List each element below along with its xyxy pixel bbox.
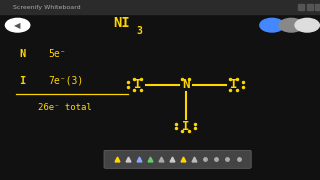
Text: N: N [182, 78, 189, 91]
FancyBboxPatch shape [104, 150, 251, 168]
Text: 26e⁻ total: 26e⁻ total [38, 103, 92, 112]
Text: ◀: ◀ [14, 21, 21, 30]
Circle shape [295, 18, 319, 32]
Text: 5e⁻: 5e⁻ [48, 49, 66, 59]
Text: 3: 3 [136, 26, 142, 36]
Text: I: I [182, 120, 189, 132]
Text: N: N [19, 49, 26, 59]
Bar [0, 0, 320, 14]
Text: I: I [19, 76, 26, 86]
Circle shape [5, 18, 30, 32]
Circle shape [260, 18, 284, 32]
Text: Screenify Whiteboard: Screenify Whiteboard [13, 5, 80, 10]
Text: NI: NI [113, 16, 130, 30]
Text: I: I [134, 78, 141, 91]
Text: I: I [230, 78, 237, 91]
Text: 7e⁻(3): 7e⁻(3) [48, 76, 83, 86]
Circle shape [279, 18, 303, 32]
